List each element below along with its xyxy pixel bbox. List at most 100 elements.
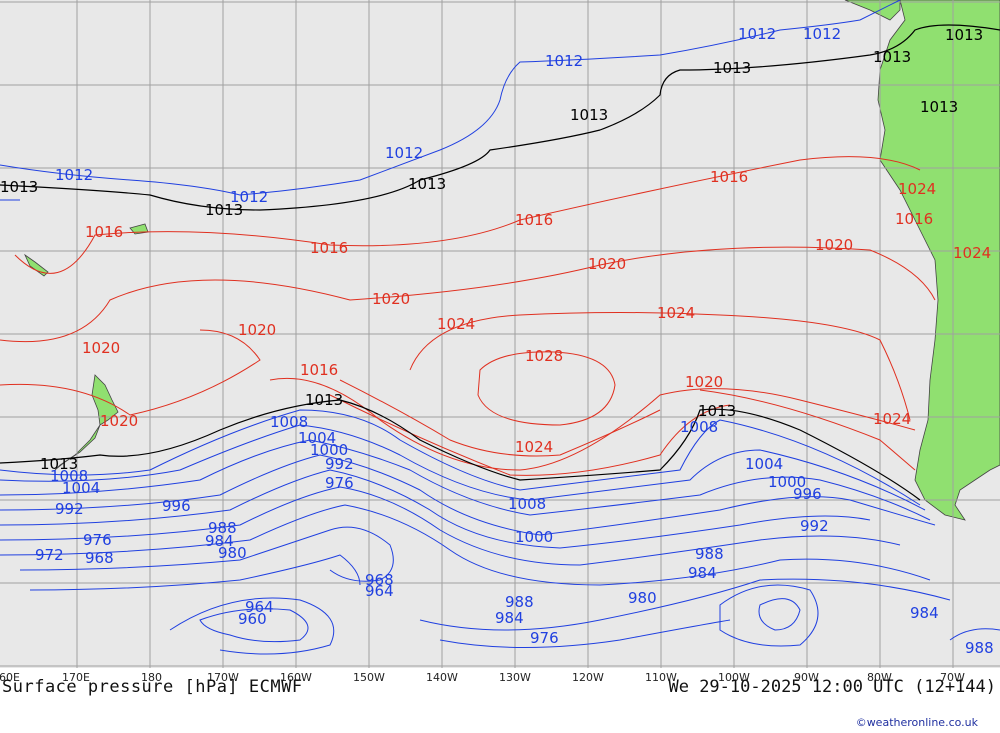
label-1024: 1024 — [873, 410, 911, 428]
label-1012: 1012 — [545, 52, 583, 70]
lon-tick: 70W — [940, 671, 965, 682]
central-america — [844, 0, 901, 21]
label-1012: 1012 — [55, 166, 93, 184]
standard-isobars — [0, 24, 1000, 501]
label-1008: 1008 — [270, 413, 308, 431]
lon-tick: 170E — [62, 671, 90, 682]
lon-tick: 160E — [0, 671, 20, 682]
lon-tick: 130W — [499, 671, 531, 682]
label-1013: 1013 — [570, 106, 608, 124]
high-pressure-isobars — [0, 156, 936, 476]
label-984: 984 — [910, 604, 939, 622]
label-1013: 1013 — [945, 26, 983, 44]
label-1016: 1016 — [515, 211, 553, 229]
label-1013: 1013 — [0, 178, 38, 196]
lon-tick: 100W — [718, 671, 750, 682]
label-1016: 1016 — [710, 168, 748, 186]
label-1013: 1013 — [873, 48, 911, 66]
lon-tick: 90W — [794, 671, 819, 682]
label-1013: 1013 — [205, 201, 243, 219]
label-976: 976 — [83, 531, 112, 549]
label-1012: 1012 — [803, 25, 841, 43]
label-984: 984 — [688, 564, 717, 582]
new-zealand-south — [54, 424, 101, 471]
isobar-labels: 1012 1012 1012 1012 1012 1012 1013 1013 … — [0, 25, 994, 657]
label-1024: 1024 — [898, 180, 936, 198]
lon-tick: 80W — [867, 671, 892, 682]
label-996: 996 — [162, 497, 191, 515]
label-988: 988 — [695, 545, 724, 563]
lon-tick: 110W — [645, 671, 677, 682]
label-972: 972 — [35, 546, 64, 564]
label-1004: 1004 — [298, 429, 336, 447]
label-964: 964 — [365, 582, 394, 600]
label-984: 984 — [495, 609, 524, 627]
label-1008: 1008 — [680, 418, 718, 436]
label-1013: 1013 — [305, 391, 343, 409]
label-980: 980 — [218, 544, 247, 562]
valid-time: We 29-10-2025 12:00 UTC (12+144) — [668, 677, 996, 697]
label-1013: 1013 — [920, 98, 958, 116]
label-960: 960 — [238, 610, 267, 628]
ocean-background — [0, 0, 1000, 670]
label-1016: 1016 — [300, 361, 338, 379]
label-1024: 1024 — [953, 244, 991, 262]
label-1024: 1024 — [437, 315, 475, 333]
label-992: 992 — [800, 517, 829, 535]
lon-tick: 170W — [207, 671, 239, 682]
label-1000: 1000 — [515, 528, 553, 546]
label-996: 996 — [793, 485, 822, 503]
label-1013: 1013 — [408, 175, 446, 193]
label-968: 968 — [365, 571, 394, 589]
label-1020: 1020 — [372, 290, 410, 308]
label-1020: 1020 — [100, 412, 138, 430]
label-988: 988 — [208, 519, 237, 537]
label-968: 968 — [85, 549, 114, 567]
label-976: 976 — [530, 629, 559, 647]
lon-tick: 140W — [426, 671, 458, 682]
label-980: 980 — [628, 589, 657, 607]
lon-tick: 150W — [353, 671, 385, 682]
label-984: 984 — [205, 532, 234, 550]
credit-link[interactable]: ©weatheronline.co.uk — [855, 716, 978, 729]
label-1012: 1012 — [738, 25, 776, 43]
label-1013: 1013 — [40, 455, 78, 473]
longitude-axis: 160E 170E 180 170W 160W 150W 140W 130W 1… — [0, 671, 965, 682]
new-caledonia — [24, 253, 49, 277]
label-988: 988 — [505, 593, 534, 611]
label-988: 988 — [965, 639, 994, 657]
label-1020: 1020 — [685, 373, 723, 391]
label-1008: 1008 — [50, 467, 88, 485]
label-1024: 1024 — [657, 304, 695, 322]
label-1016: 1016 — [895, 210, 933, 228]
label-992: 992 — [55, 500, 84, 518]
label-1008: 1008 — [508, 495, 546, 513]
label-1020: 1020 — [588, 255, 626, 273]
label-1024: 1024 — [515, 438, 553, 456]
lon-tick: 160W — [280, 671, 312, 682]
label-1020: 1020 — [82, 339, 120, 357]
land-masses — [24, 0, 1000, 521]
label-976: 976 — [325, 474, 354, 492]
label-992: 992 — [325, 455, 354, 473]
label-964: 964 — [245, 598, 274, 616]
label-1028: 1028 — [525, 347, 563, 365]
label-1000: 1000 — [310, 441, 348, 459]
label-1012: 1012 — [385, 144, 423, 162]
label-1013: 1013 — [713, 59, 751, 77]
lon-tick: 180 — [141, 671, 162, 682]
low-pressure-isobars — [0, 0, 1000, 655]
label-1020: 1020 — [815, 236, 853, 254]
label-1004: 1004 — [745, 455, 783, 473]
label-1004: 1004 — [62, 479, 100, 497]
label-1000: 1000 — [768, 473, 806, 491]
label-1012: 1012 — [230, 188, 268, 206]
label-1020: 1020 — [238, 321, 276, 339]
label-1016: 1016 — [85, 223, 123, 241]
label-1016: 1016 — [310, 239, 348, 257]
pressure-map[interactable]: 1012 1012 1012 1012 1012 1012 1013 1013 … — [0, 0, 1000, 670]
new-zealand-north — [91, 374, 119, 426]
lon-tick: 120W — [572, 671, 604, 682]
lat-lon-grid — [0, 0, 1000, 670]
longitude-ticks — [0, 668, 1000, 670]
